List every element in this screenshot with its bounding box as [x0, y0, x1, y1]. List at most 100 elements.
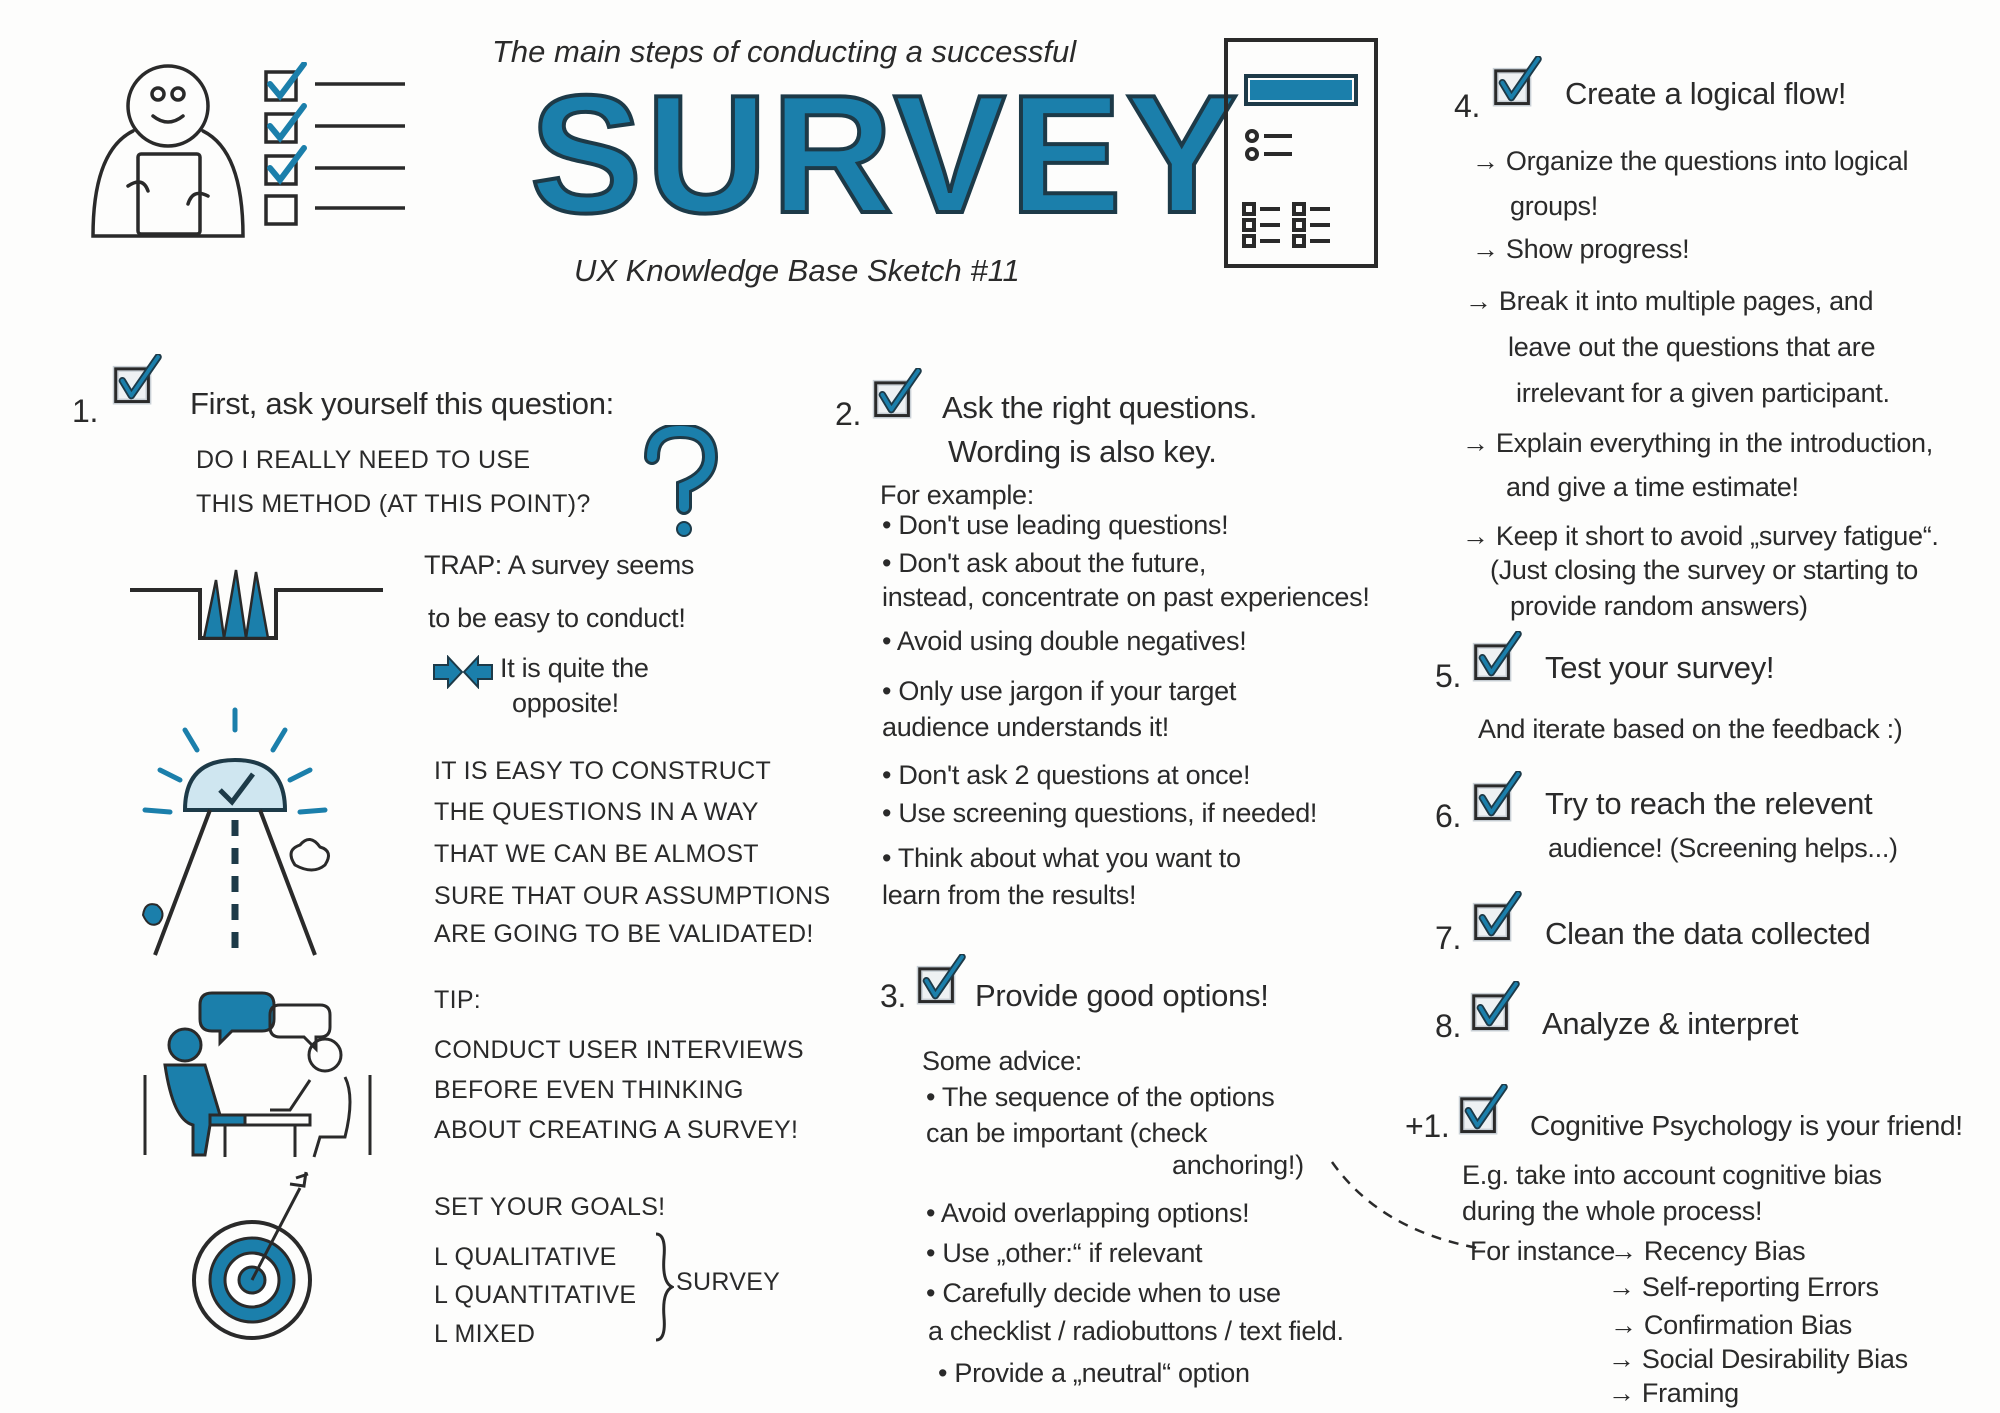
construct-text: THE QUESTIONS IN A WAY: [434, 798, 759, 826]
bonus-text: during the whole process!: [1462, 1196, 1763, 1226]
bullet-item: • Carefully decide when to use: [926, 1278, 1281, 1308]
step-number: 1.: [72, 393, 99, 429]
bullet-item: • The sequence of the options: [926, 1082, 1275, 1112]
for-instance-label: For instance: [1470, 1236, 1615, 1266]
intro-text: Some advice:: [922, 1046, 1082, 1076]
trap-pit-icon: [130, 569, 383, 640]
road-to-goal-icon: [141, 707, 331, 956]
bias-item: → Framing: [1608, 1378, 1739, 1408]
meeting-interview-icon: [143, 991, 372, 1158]
opposite-text: It is quite the: [500, 653, 649, 683]
question-text: THIS METHOD (AT THIS POINT)?: [196, 490, 591, 518]
construct-text: SURE THAT OUR ASSUMPTIONS: [434, 882, 831, 910]
step-number: 4.: [1454, 88, 1481, 124]
step-title: Cognitive Psychology is your friend!: [1530, 1110, 1963, 1141]
step-number: 5.: [1435, 658, 1462, 694]
bullet-item: • Don't ask about the future,: [882, 548, 1207, 578]
step-title: Wording is also key.: [948, 434, 1217, 469]
bullet-item: a checklist / radiobuttons / text field.: [928, 1316, 1344, 1346]
flow-line: leave out the questions that are: [1508, 332, 1876, 362]
step-number: 7.: [1435, 920, 1462, 956]
step-number: 8.: [1435, 1008, 1462, 1044]
goals-text: L QUALITATIVE: [434, 1243, 617, 1271]
step7-checkbox-checked-icon: [1472, 891, 1522, 942]
goals-survey-label: SURVEY: [676, 1268, 781, 1296]
trap-text: TRAP: A survey seems: [424, 550, 695, 580]
step-number: 2.: [835, 396, 862, 432]
step-number: +1.: [1405, 1108, 1450, 1144]
tip-text: ABOUT CREATING A SURVEY!: [434, 1116, 799, 1144]
bonus-text: E.g. take into account cognitive bias: [1462, 1160, 1882, 1190]
step4-checkbox-checked-icon: [1492, 56, 1542, 107]
intro-text: For example:: [880, 480, 1034, 510]
step1-checkbox-checked-icon: [112, 354, 162, 405]
construct-text: THAT WE CAN BE ALMOST: [434, 840, 759, 868]
goals-text: SET YOUR GOALS!: [434, 1193, 666, 1221]
flow-line: → Keep it short to avoid „survey fatigue…: [1462, 521, 1939, 551]
tip-text: BEFORE EVEN THINKING: [434, 1076, 744, 1104]
step-title: Try to reach the relevent: [1545, 786, 1873, 821]
construct-text: ARE GOING TO BE VALIDATED!: [434, 920, 814, 948]
flow-line: → Break it into multiple pages, and: [1465, 286, 1874, 316]
construct-text: IT IS EASY TO CONSTRUCT: [434, 757, 772, 785]
flow-line: groups!: [1510, 191, 1598, 221]
bullet-item: audience understands it!: [882, 712, 1170, 742]
opposite-text: opposite!: [512, 688, 619, 718]
step-text: audience! (Screening helps...): [1548, 833, 1898, 863]
step6-checkbox-checked-icon: [1472, 771, 1522, 822]
bullet-item: • Provide a „neutral“ option: [938, 1358, 1250, 1388]
step-title: Test your survey!: [1545, 650, 1775, 685]
step-text: And iterate based on the feedback :): [1478, 714, 1903, 744]
flow-line: provide random answers): [1510, 591, 1808, 621]
flow-line: irrelevant for a given participant.: [1516, 378, 1890, 408]
bullet-item: • Only use jargon if your target: [882, 676, 1237, 706]
tip-text: CONDUCT USER INTERVIEWS: [434, 1036, 804, 1064]
bullet-item: • Don't use leading questions!: [882, 510, 1229, 540]
flow-line: and give a time estimate!: [1506, 472, 1799, 502]
question-text: DO I REALLY NEED TO USE: [196, 446, 531, 474]
bullet-item: • Avoid overlapping options!: [926, 1198, 1250, 1228]
bullet-item: instead, concentrate on past experiences…: [882, 582, 1370, 612]
page-title: SURVEY: [528, 60, 1242, 248]
flow-line: (Just closing the survey or starting to: [1490, 555, 1918, 585]
dashed-connector-line: [1330, 1161, 1479, 1250]
bias-item: → Social Desirability Bias: [1608, 1344, 1908, 1374]
bullet-item: • Avoid using double negatives!: [882, 626, 1247, 656]
step-title: First, ask yourself this question:: [190, 386, 614, 421]
person-with-clipboard-icon: [91, 64, 245, 238]
arrows-opposite-icon: [433, 655, 493, 689]
step-number: 6.: [1435, 798, 1462, 834]
step5-checkbox-checked-icon: [1472, 631, 1522, 682]
flow-line: → Show progress!: [1472, 234, 1690, 264]
header-caption: UX Knowledge Base Sketch #11: [574, 253, 1020, 288]
bullet-item: • Use screening questions, if needed!: [882, 798, 1318, 828]
bullet-item: • Use „other:“ if relevant: [926, 1238, 1203, 1268]
step-number: 3.: [880, 978, 907, 1014]
target-goal-icon: [192, 1171, 312, 1340]
bias-item: → Recency Bias: [1610, 1236, 1806, 1266]
bullet-item: learn from the results!: [882, 880, 1137, 910]
goals-text: L QUANTITATIVE: [434, 1281, 637, 1309]
brace-icon: [655, 1232, 674, 1342]
step3-checkbox-checked-icon: [916, 954, 966, 1005]
tip-text: TIP:: [434, 986, 482, 1014]
step-title: Analyze & interpret: [1542, 1006, 1799, 1041]
trap-text: to be easy to conduct!: [428, 603, 686, 633]
checklist-icon: [264, 62, 405, 226]
step-title: Create a logical flow!: [1565, 76, 1847, 111]
header-subtitle: The main steps of conducting a successfu…: [492, 34, 1077, 69]
goals-text: L MIXED: [434, 1320, 536, 1348]
step-title: Clean the data collected: [1545, 916, 1871, 951]
question-mark-icon: [644, 425, 719, 537]
bias-item: → Self-reporting Errors: [1608, 1272, 1879, 1302]
step2-checkbox-checked-icon: [872, 368, 922, 419]
bonus-checkbox-checked-icon: [1458, 1084, 1508, 1135]
step8-checkbox-checked-icon: [1470, 981, 1520, 1032]
step-title: Provide good options!: [975, 978, 1269, 1013]
bullet-item: can be important (check: [926, 1118, 1208, 1148]
step-title: Ask the right questions.: [942, 390, 1258, 425]
bias-item: → Confirmation Bias: [1610, 1310, 1852, 1340]
flow-line: → Explain everything in the introduction…: [1462, 428, 1933, 458]
bullet-item: • Don't ask 2 questions at once!: [882, 760, 1251, 790]
bullet-item: anchoring!): [1172, 1150, 1304, 1180]
